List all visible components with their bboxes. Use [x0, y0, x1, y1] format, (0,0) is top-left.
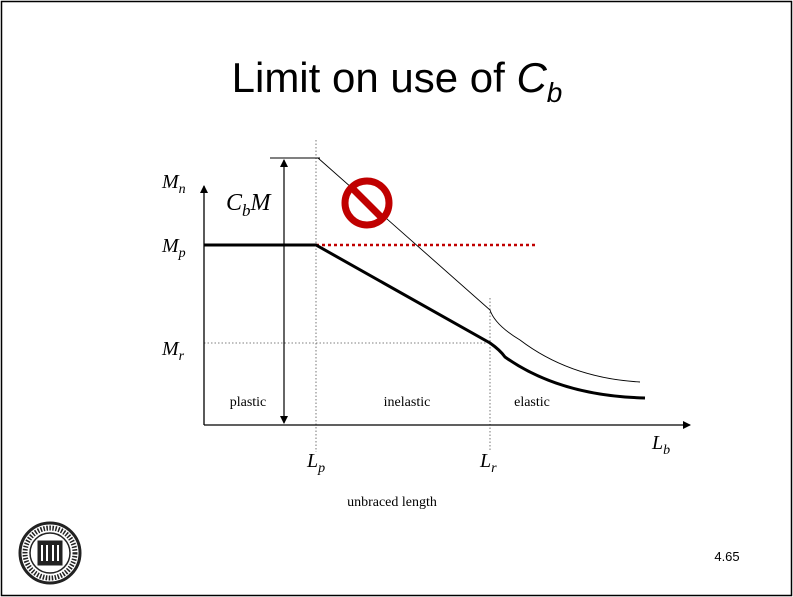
logo: [18, 521, 82, 585]
mn-curve: [204, 243, 646, 400]
title-text: Limit on use of: [232, 54, 517, 101]
x-label: unbraced length: [347, 495, 437, 510]
zone-label: elastic: [514, 395, 550, 410]
mr-label: Mr: [161, 338, 185, 364]
title: Limit on use of Cb: [232, 54, 563, 108]
lr-label: Lr: [479, 450, 497, 476]
mp-label: Mp: [161, 235, 186, 261]
prohibition-icon: [341, 177, 393, 229]
lb-label: Lb: [651, 432, 670, 458]
title-sub: b: [547, 77, 563, 108]
mn-label: Mn: [161, 171, 186, 197]
cb-curve: [270, 157, 641, 383]
zone-label: inelastic: [384, 395, 431, 410]
cbm-label: CbM: [226, 190, 273, 220]
page-number: 4.65: [714, 549, 739, 564]
zone-label: plastic: [230, 395, 267, 410]
title-symbol: C: [516, 54, 547, 101]
lp-label: Lp: [306, 450, 325, 476]
